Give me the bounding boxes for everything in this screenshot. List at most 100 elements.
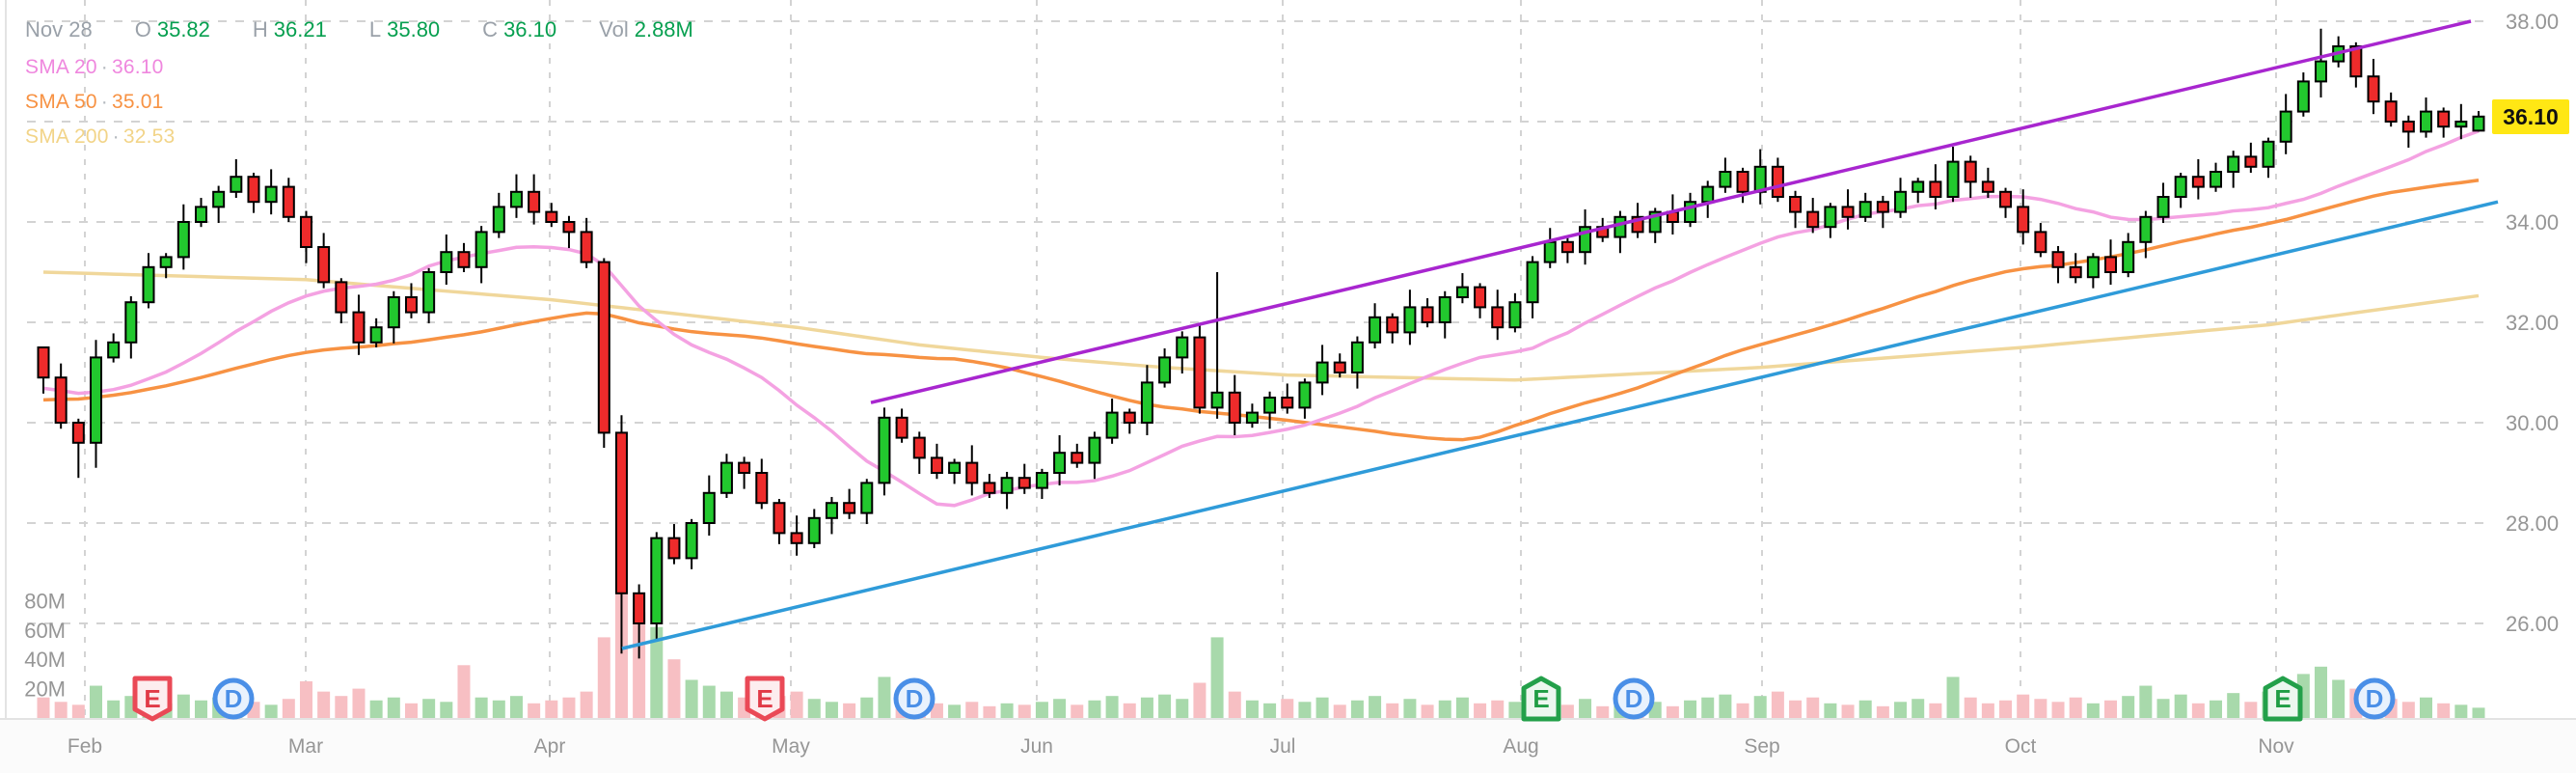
- volume-bar[interactable]: [1350, 700, 1364, 718]
- candle[interactable]: [843, 488, 856, 519]
- volume-bar[interactable]: [194, 700, 207, 718]
- candle[interactable]: [2139, 210, 2153, 259]
- candle[interactable]: [1684, 192, 1697, 228]
- candle[interactable]: [1315, 345, 1329, 396]
- volume-bar[interactable]: [264, 704, 278, 718]
- volume-bar[interactable]: [1981, 703, 1994, 718]
- volume-bar[interactable]: [2104, 700, 2118, 718]
- candle[interactable]: [492, 192, 505, 238]
- candle[interactable]: [89, 340, 102, 468]
- volume-bar[interactable]: [1964, 697, 1977, 718]
- volume-bar[interactable]: [719, 691, 733, 718]
- volume-bar[interactable]: [1579, 699, 1592, 718]
- candle[interactable]: [1526, 256, 1539, 318]
- volume-bar[interactable]: [2420, 697, 2433, 718]
- candle[interactable]: [1071, 443, 1084, 468]
- volume-bar[interactable]: [1438, 700, 1451, 718]
- candle[interactable]: [2156, 182, 2170, 224]
- candle[interactable]: [369, 317, 383, 347]
- month-tick[interactable]: Aug: [1503, 735, 1538, 758]
- candle[interactable]: [2472, 111, 2485, 132]
- candle[interactable]: [1999, 187, 2013, 218]
- candle[interactable]: [2262, 137, 2275, 179]
- candle[interactable]: [2296, 72, 2310, 117]
- candle[interactable]: [159, 253, 173, 279]
- candle[interactable]: [352, 294, 366, 355]
- volume-bar[interactable]: [2401, 702, 2415, 718]
- volume-bar[interactable]: [790, 691, 803, 718]
- month-tick[interactable]: May: [772, 735, 810, 758]
- candle[interactable]: [1245, 403, 1259, 428]
- volume-bar[interactable]: [2210, 700, 2223, 718]
- volume-bar[interactable]: [1386, 703, 1399, 718]
- candle[interactable]: [1491, 290, 1505, 341]
- earnings-marker[interactable]: E: [1521, 676, 1561, 722]
- volume-bar[interactable]: [369, 700, 383, 718]
- candle[interactable]: [457, 242, 471, 272]
- volume-bar[interactable]: [492, 700, 505, 718]
- month-tick[interactable]: Feb: [68, 735, 102, 758]
- candle[interactable]: [1876, 195, 1889, 229]
- candle[interactable]: [1648, 207, 1662, 243]
- volume-bar[interactable]: [1560, 704, 1574, 718]
- candle[interactable]: [124, 295, 138, 359]
- candle[interactable]: [440, 235, 453, 285]
- volume-bar[interactable]: [299, 681, 312, 718]
- candle[interactable]: [1701, 180, 1715, 218]
- volume-bar[interactable]: [1158, 694, 1172, 718]
- volume-bar[interactable]: [1228, 691, 1241, 718]
- candle[interactable]: [1964, 155, 1977, 199]
- candle[interactable]: [475, 226, 488, 284]
- volume-bar[interactable]: [387, 697, 400, 718]
- candle[interactable]: [983, 474, 996, 498]
- candle[interactable]: [1298, 378, 1312, 419]
- candle[interactable]: [212, 185, 226, 224]
- volume-bar[interactable]: [843, 703, 856, 718]
- candle[interactable]: [1912, 178, 1925, 204]
- volume-bar[interactable]: [1929, 703, 1942, 718]
- candle[interactable]: [387, 290, 400, 344]
- month-tick[interactable]: Mar: [288, 735, 323, 758]
- volume-bar[interactable]: [1841, 704, 1855, 718]
- candle[interactable]: [176, 204, 190, 270]
- volume-bar[interactable]: [1858, 700, 1872, 718]
- volume-bar[interactable]: [1000, 703, 1014, 718]
- volume-bar[interactable]: [335, 696, 348, 718]
- volume-bar[interactable]: [1123, 703, 1136, 718]
- volume-bar[interactable]: [317, 691, 331, 718]
- volume-bar[interactable]: [528, 703, 541, 718]
- candle[interactable]: [1140, 365, 1153, 435]
- candle[interactable]: [930, 443, 943, 480]
- volume-bar[interactable]: [1719, 694, 1732, 718]
- volume-bar[interactable]: [2139, 685, 2153, 718]
- candle[interactable]: [2454, 103, 2468, 140]
- volume-bar[interactable]: [1035, 702, 1048, 718]
- candle[interactable]: [825, 496, 838, 535]
- candle[interactable]: [2315, 28, 2328, 98]
- volume-bar[interactable]: [2315, 666, 2328, 718]
- candle[interactable]: [1841, 189, 1855, 230]
- volume-bar[interactable]: [71, 704, 85, 718]
- volume-bar[interactable]: [89, 685, 102, 718]
- volume-bar[interactable]: [2472, 707, 2485, 718]
- volume-bar[interactable]: [1403, 699, 1417, 718]
- candle[interactable]: [1824, 203, 1837, 238]
- candle[interactable]: [2384, 92, 2398, 127]
- candle[interactable]: [1035, 468, 1048, 500]
- candle[interactable]: [247, 173, 260, 213]
- volume-bar[interactable]: [860, 697, 874, 718]
- dividend-marker[interactable]: D: [2353, 677, 2396, 720]
- candle[interactable]: [1017, 463, 1031, 494]
- candle[interactable]: [71, 418, 85, 479]
- candle[interactable]: [1929, 164, 1942, 209]
- earnings-marker[interactable]: E: [2263, 676, 2303, 722]
- candle[interactable]: [1088, 431, 1101, 480]
- candle[interactable]: [790, 515, 803, 556]
- volume-bar[interactable]: [422, 699, 436, 718]
- volume-bar[interactable]: [37, 697, 50, 718]
- volume-bar[interactable]: [2227, 693, 2240, 718]
- candle[interactable]: [1105, 399, 1119, 444]
- candle[interactable]: [1193, 323, 1207, 414]
- candle[interactable]: [773, 499, 786, 544]
